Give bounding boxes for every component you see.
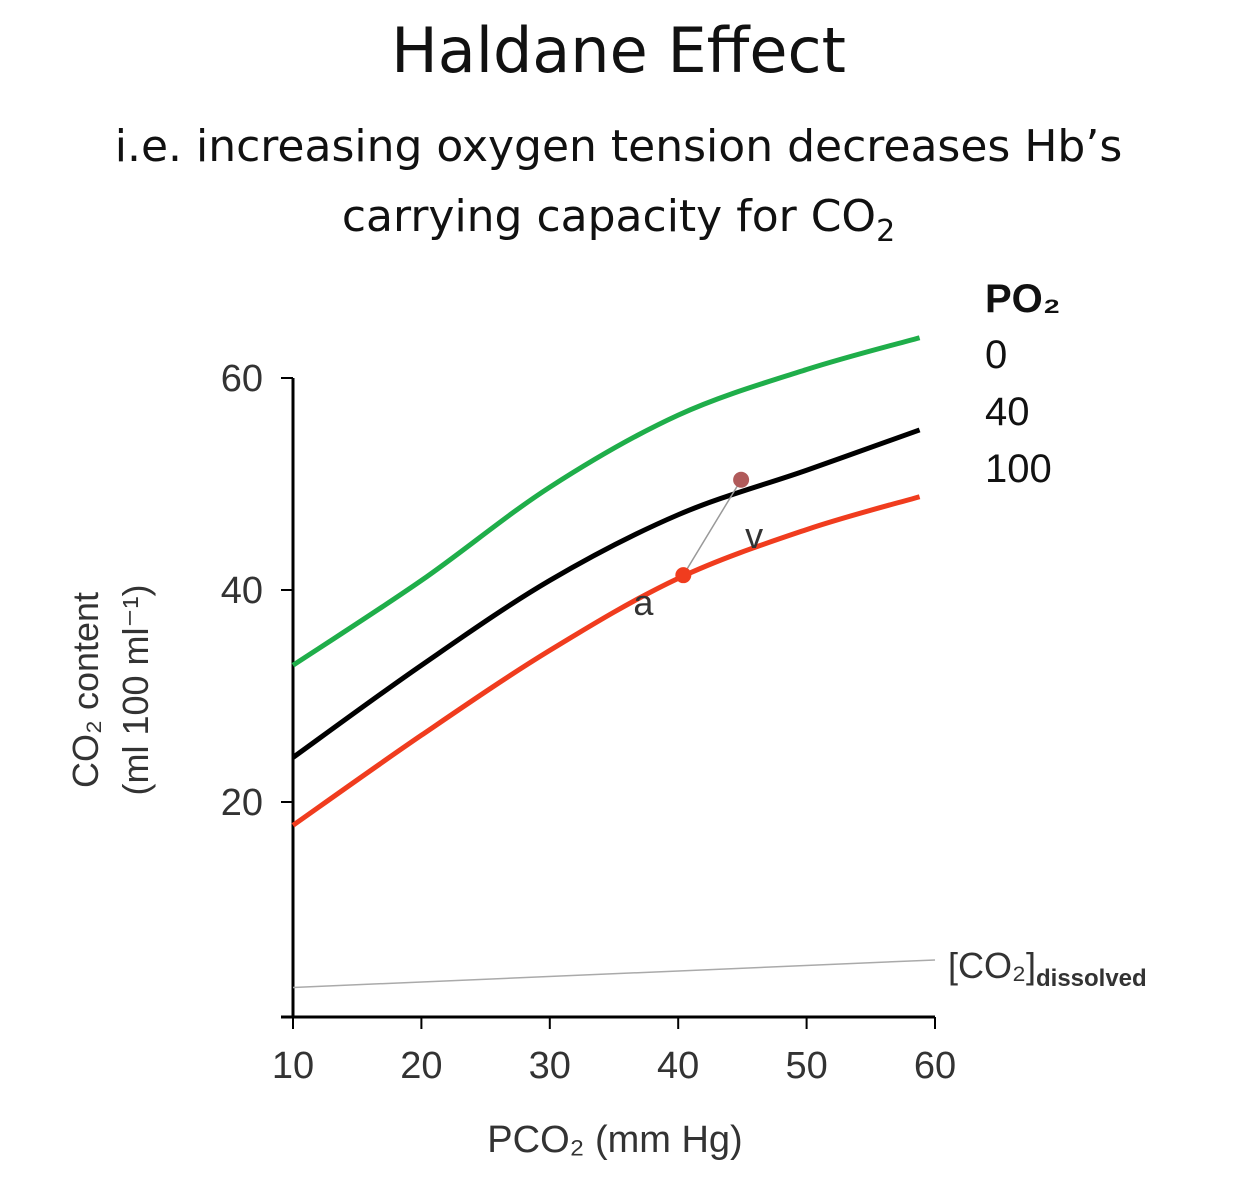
y-axis-label-line2: (ml 100 ml⁻¹) — [115, 584, 156, 795]
x-tick-label: 10 — [272, 1045, 314, 1087]
x-tick-label: 20 — [400, 1045, 442, 1087]
dissolved-co2-line — [292, 959, 936, 989]
series-line-po2-0 — [291, 335, 921, 668]
y-axis-label-line1: CO₂ content — [65, 592, 106, 788]
x-tick-label: 50 — [785, 1045, 827, 1087]
legend-item-40: 40 — [985, 390, 1030, 434]
point-v — [733, 471, 750, 488]
y-tick-label: 20 — [221, 782, 263, 824]
a-v-connector — [682, 479, 742, 576]
x-tick-label: 60 — [914, 1045, 956, 1087]
legend-item-0: 0 — [985, 333, 1007, 377]
x-tick-label: 30 — [529, 1045, 571, 1087]
point-label-a: a — [633, 582, 654, 623]
chart-title: Haldane Effect — [391, 14, 846, 87]
subtitle-subscript: 2 — [876, 213, 896, 249]
y-tick-label: 60 — [221, 358, 263, 400]
series-line-po2-100 — [291, 494, 921, 828]
series-line-po2-40 — [291, 427, 921, 760]
point-label-v: v — [745, 515, 763, 556]
point-a — [675, 567, 692, 584]
legend-item-100: 100 — [985, 447, 1052, 491]
dissolved-label-sub: dissolved — [1036, 965, 1147, 992]
y-tick-label: 40 — [221, 570, 263, 612]
subtitle-line1: i.e. increasing oxygen tension decreases… — [114, 121, 1123, 172]
dissolved-label: [CO₂]dissolved — [948, 945, 1147, 992]
x-axis-label: PCO₂ (mm Hg) — [487, 1119, 742, 1161]
legend-title: PO₂ — [985, 277, 1061, 321]
chart-subtitle: i.e. increasing oxygen tension decreases… — [0, 112, 1237, 267]
subtitle-line2: carrying capacity for CO — [341, 191, 877, 242]
x-tick-label: 40 — [657, 1045, 699, 1087]
